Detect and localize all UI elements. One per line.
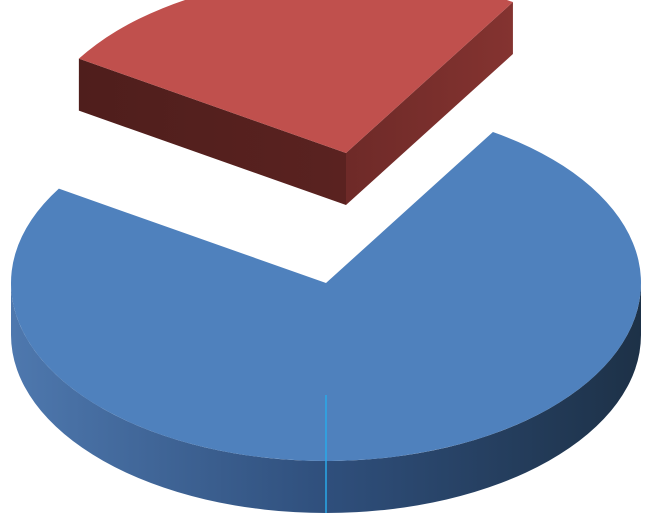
pie-slice-top (78, 0, 513, 153)
pie-slice-side (11, 283, 641, 513)
pie-slice-2 (78, 0, 513, 205)
pie-slice-1 (11, 132, 642, 513)
pie-slice-wall-right (346, 2, 513, 205)
pie-slice-top (11, 132, 642, 462)
pie-slice-wall-left (78, 58, 346, 205)
